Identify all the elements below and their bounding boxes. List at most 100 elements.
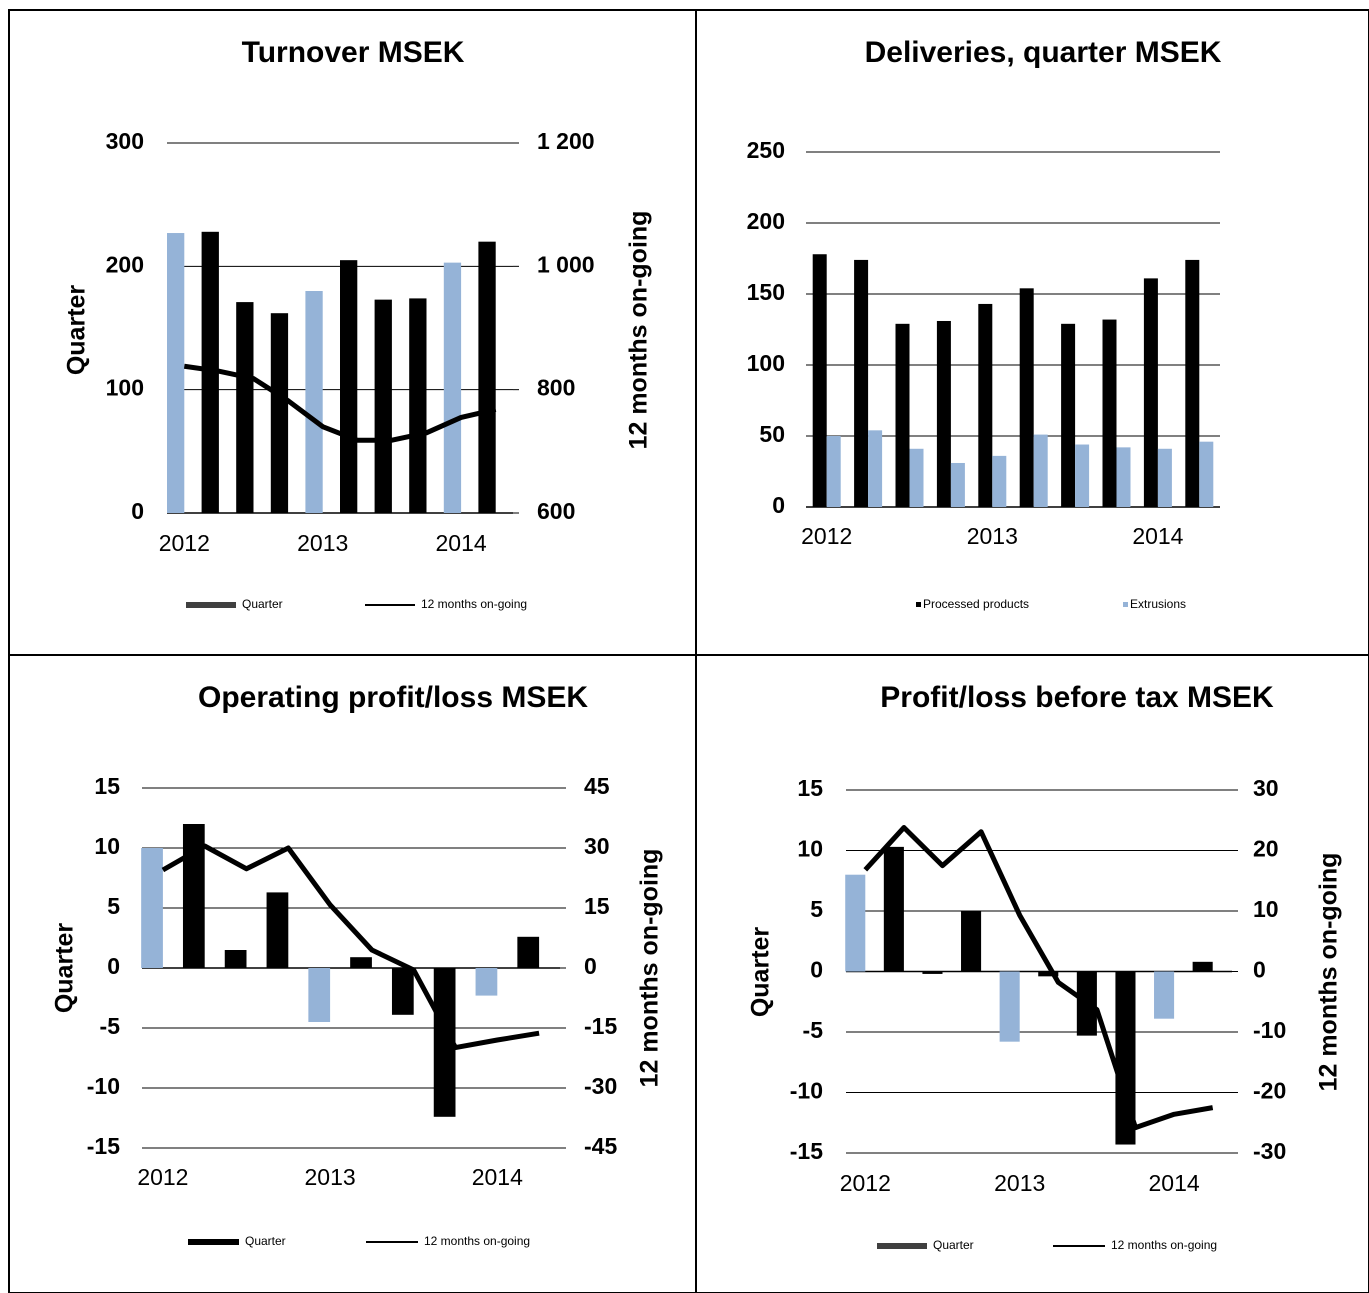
- bar: [270, 313, 289, 513]
- bar: [1038, 971, 1059, 977]
- bar: [443, 262, 462, 513]
- y-tick-label: 15: [94, 773, 120, 799]
- x-tick-label: 2012: [840, 1170, 891, 1196]
- legend-swatch: [877, 1243, 927, 1249]
- legend-swatch: [1123, 602, 1128, 607]
- y2-tick-label: 1 000: [537, 251, 595, 277]
- y-tick-label: 100: [106, 375, 144, 401]
- line: [183, 363, 497, 443]
- legend-swatch: [188, 1239, 239, 1245]
- y-tick-label: 0: [810, 957, 823, 983]
- x-tick-label: 2012: [137, 1164, 188, 1190]
- bar: [141, 848, 163, 968]
- line: [161, 843, 540, 1051]
- bar: [978, 303, 993, 507]
- bar: [1116, 447, 1131, 507]
- legend-label: Quarter: [245, 1234, 286, 1248]
- y-tick-label: -10: [87, 1073, 120, 1099]
- y-tick-label: -5: [100, 1013, 121, 1039]
- bar: [961, 911, 982, 972]
- bar: [1192, 961, 1213, 972]
- y-axis-label: Quarter: [63, 285, 91, 376]
- bar: [1199, 441, 1214, 507]
- x-tick-label: 2013: [297, 530, 348, 556]
- bar: [909, 448, 924, 507]
- bar: [475, 968, 498, 996]
- y2-axis-label: 12 months on-going: [1315, 853, 1343, 1092]
- bar: [478, 241, 496, 513]
- x-tick-label: 2014: [436, 530, 487, 556]
- legend-label: Extrusions: [1130, 597, 1186, 611]
- bar: [391, 968, 414, 1015]
- y-tick-label: 0: [772, 492, 785, 518]
- y-tick-label: -15: [87, 1133, 120, 1159]
- x-tick-label: 2014: [472, 1164, 523, 1190]
- y2-tick-label: 10: [1253, 896, 1279, 922]
- line: [863, 825, 1214, 1131]
- y-tick-label: 300: [106, 128, 144, 154]
- bar: [266, 892, 289, 968]
- y2-tick-label: 30: [584, 833, 610, 859]
- y-tick-label: 5: [810, 896, 823, 922]
- y2-tick-label: -30: [584, 1073, 617, 1099]
- legend-label: 12 months on-going: [421, 597, 527, 611]
- bar: [409, 298, 427, 513]
- y2-tick-label: -20: [1253, 1078, 1286, 1104]
- bar: [1102, 319, 1117, 507]
- y-tick-label: 0: [107, 953, 120, 979]
- legend-label: 12 months on-going: [424, 1234, 530, 1248]
- bar: [182, 824, 205, 968]
- bar: [340, 260, 358, 513]
- bar: [883, 846, 904, 972]
- bar: [350, 957, 372, 968]
- y-tick-label: 100: [747, 350, 785, 376]
- y-tick-label: 200: [747, 208, 785, 234]
- bar: [950, 462, 965, 507]
- legend-label: 12 months on-going: [1111, 1238, 1217, 1252]
- y-axis-label: Quarter: [51, 923, 79, 1014]
- legend-swatch: [916, 602, 921, 607]
- bar: [1143, 278, 1158, 507]
- bar: [845, 874, 866, 972]
- chart-title: Operating profit/loss MSEK: [198, 681, 588, 714]
- x-tick-label: 2012: [159, 530, 210, 556]
- y-tick-label: -15: [790, 1138, 823, 1164]
- bar: [236, 302, 254, 513]
- bar: [308, 968, 331, 1022]
- bar: [1033, 434, 1048, 507]
- legend-swatch: [186, 602, 236, 608]
- y2-tick-label: 800: [537, 375, 575, 401]
- bar: [1075, 444, 1090, 507]
- y2-tick-label: -10: [1253, 1017, 1286, 1043]
- bar: [826, 436, 841, 507]
- y2-tick-label: 1 200: [537, 128, 595, 154]
- bar: [433, 968, 456, 1117]
- y2-tick-label: 45: [584, 773, 610, 799]
- frame: [8, 9, 1369, 1293]
- y-tick-label: 15: [797, 775, 823, 801]
- bar: [895, 323, 910, 507]
- y2-tick-label: 600: [537, 498, 575, 524]
- bar: [1115, 971, 1136, 1145]
- y-tick-label: 5: [107, 893, 120, 919]
- y2-tick-label: 20: [1253, 836, 1279, 862]
- bar: [1185, 259, 1200, 507]
- chart-title: Turnover MSEK: [242, 36, 465, 69]
- y2-tick-label: -45: [584, 1133, 617, 1159]
- bar: [1157, 448, 1172, 507]
- y2-tick-label: 0: [584, 953, 597, 979]
- bar: [1061, 323, 1076, 507]
- bar: [305, 291, 323, 513]
- y2-tick-label: 15: [584, 893, 610, 919]
- y2-axis-label: 12 months on-going: [636, 849, 664, 1088]
- x-tick-label: 2013: [305, 1164, 356, 1190]
- bar: [374, 299, 392, 513]
- y-tick-label: 250: [747, 137, 785, 163]
- y-tick-label: 10: [797, 836, 823, 862]
- chart-title: Deliveries, quarter MSEK: [865, 36, 1222, 69]
- bar: [854, 259, 869, 507]
- chart-title: Profit/loss before tax MSEK: [880, 681, 1274, 714]
- legend-label: Processed products: [923, 597, 1029, 611]
- bar: [922, 971, 943, 974]
